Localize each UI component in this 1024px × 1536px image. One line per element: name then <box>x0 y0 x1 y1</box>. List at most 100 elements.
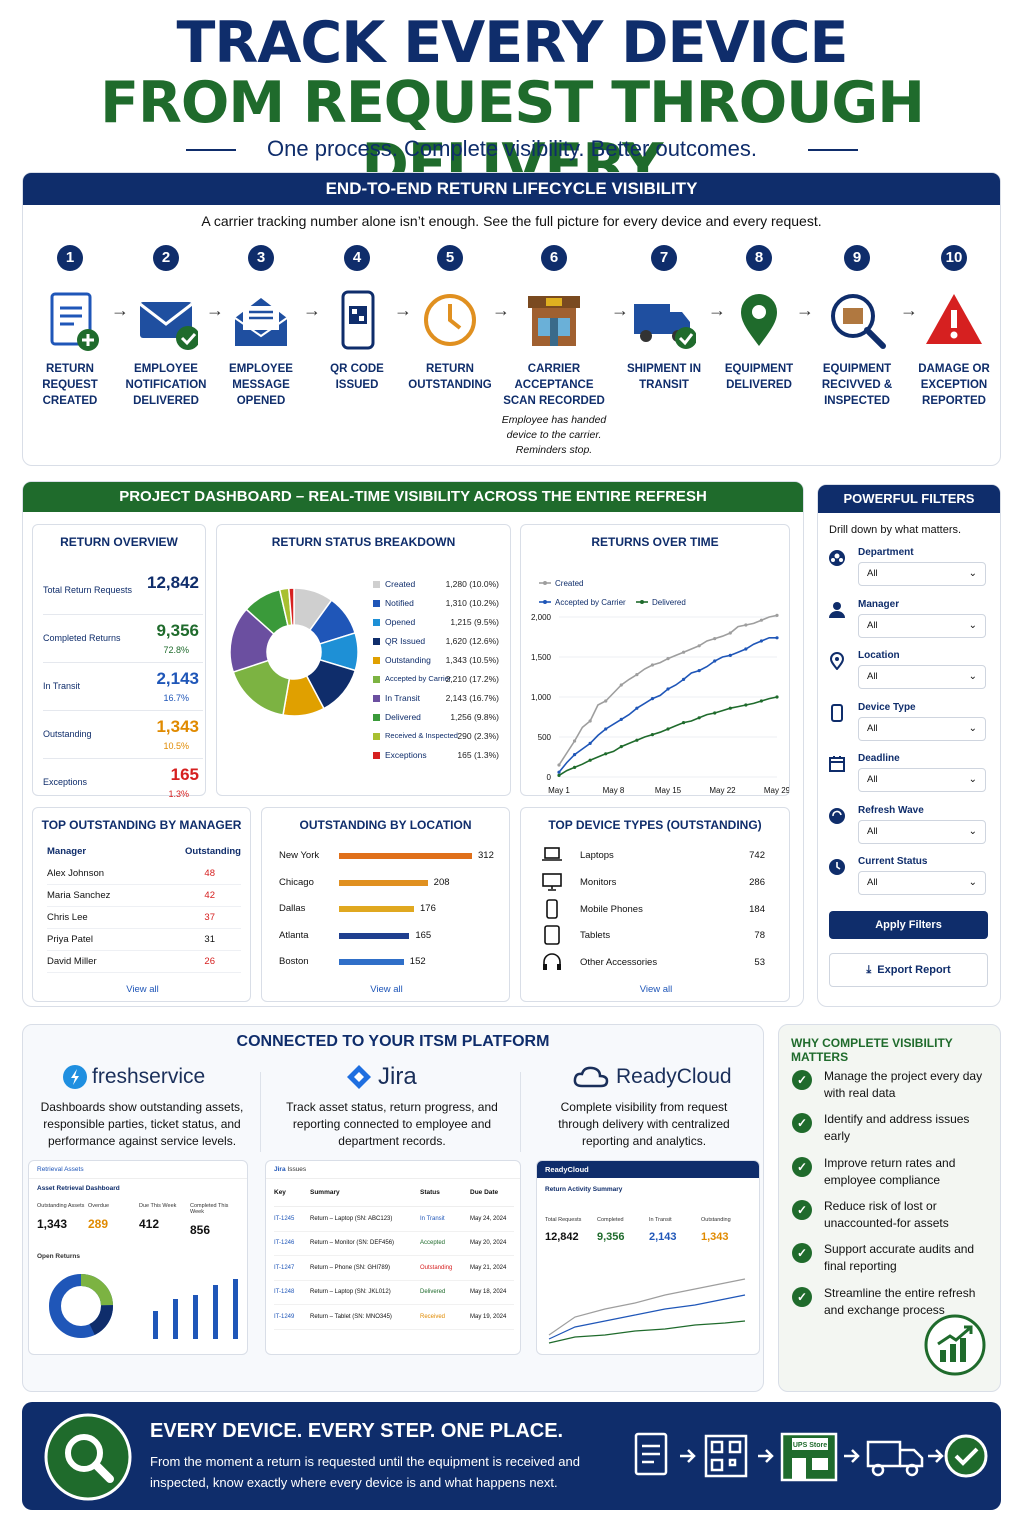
issue-due: May 24, 2024 <box>470 1215 507 1222</box>
kpi-value: 12,842 <box>545 1231 579 1243</box>
data-point <box>775 695 779 699</box>
step-number: 2 <box>153 245 179 271</box>
device-row: Tablets 78 <box>539 924 769 951</box>
data-point <box>759 699 764 703</box>
preview-brand: Jira <box>274 1166 286 1173</box>
x-tick-label: May 15 <box>655 786 682 795</box>
overview-value: 12,842 <box>147 573 199 592</box>
card-title: RETURN STATUS BREAKDOWN <box>271 535 456 549</box>
filters-title: POWERFUL FILTERS <box>818 485 1000 513</box>
why-item: ✓ Support accurate audits and final repor… <box>792 1241 992 1281</box>
jira-name: Jira <box>378 1063 417 1090</box>
issue-summary: Return – Tablet (SN: MNO345) <box>310 1313 392 1320</box>
filter-select[interactable]: All ⌄ <box>858 613 986 638</box>
preview-bars <box>153 1279 238 1339</box>
divider <box>808 149 858 151</box>
filter-select[interactable]: All ⌄ <box>858 562 986 586</box>
overview-percent: 10.5% <box>163 741 189 751</box>
manager-outstanding: 37 <box>204 912 215 923</box>
data-point <box>744 703 748 707</box>
location-value: 176 <box>420 903 436 914</box>
data-point <box>713 711 717 715</box>
y-tick-label: 0 <box>547 773 552 782</box>
apply-filters-button[interactable]: Apply Filters <box>829 911 988 939</box>
overview-label: Total Return Requests <box>43 585 133 595</box>
data-point <box>728 653 732 657</box>
status-icon <box>828 858 846 876</box>
step-label: CARRIER ACCEPTANCE SCAN RECORDED <box>503 363 605 407</box>
kpi-label: In Transit <box>649 1217 672 1223</box>
kpi-label: Completed <box>597 1217 624 1223</box>
column-header: Summary <box>310 1189 340 1196</box>
why-text: Manage the project every day with real d… <box>824 1069 983 1100</box>
data-point <box>604 727 608 731</box>
device-icon <box>828 703 846 722</box>
step-label: EMPLOYEE NOTIFICATION DELIVERED <box>125 363 207 407</box>
filter-group: Refresh Wave All ⌄ <box>828 805 988 844</box>
kpi-value: 2,143 <box>649 1231 677 1243</box>
col-header-manager: Manager <box>47 846 87 857</box>
view-all-link[interactable]: View all <box>370 984 403 995</box>
card-title: RETURNS OVER TIME <box>591 535 719 549</box>
readycloud-desc: Complete visibility from request through… <box>558 1100 730 1148</box>
why-title: WHY COMPLETE VISIBILITY MATTERS <box>791 1036 953 1064</box>
data-point <box>588 758 592 762</box>
device-name: Laptops <box>580 850 614 861</box>
overview-label: In Transit <box>43 681 81 691</box>
overview-row: In Transit 2,143 16.7% <box>43 663 203 711</box>
issue-due: May 21, 2024 <box>470 1264 507 1271</box>
location-value: 165 <box>415 929 432 941</box>
location-icon <box>828 652 846 671</box>
step-number: 6 <box>541 245 567 271</box>
legend-label: Delivered <box>385 712 421 722</box>
y-tick-label: 500 <box>538 733 552 742</box>
table-row: IT-1246 Return – Monitor (SN: DEF456) Acce… <box>274 1232 514 1256</box>
kpi-label: Outstanding Assets <box>37 1203 85 1209</box>
filter-label: Refresh Wave <box>858 804 924 816</box>
location-bar <box>339 853 472 859</box>
x-tick-label: May 29 <box>764 786 789 795</box>
manager-name: Alex Johnson <box>47 868 105 879</box>
why-text: Support accurate audits and final report… <box>824 1242 975 1274</box>
filter-select[interactable]: All ⌄ <box>858 819 986 844</box>
check-circle-icon: ✓ <box>792 1286 812 1307</box>
lifecycle-subtitle: A carrier tracking number alone isn’t en… <box>201 213 822 229</box>
arrow-icon <box>928 1449 944 1463</box>
filter-select[interactable]: All ⌄ <box>858 716 986 741</box>
view-all-link[interactable]: View all <box>126 984 159 995</box>
lifecycle-step: 1 RETURN REQUEST CREATED <box>22 245 118 409</box>
card-title: TOP OUTSTANDING BY MANAGER <box>41 818 242 832</box>
data-point <box>604 752 608 756</box>
export-report-button[interactable]: ⤓ Export Report <box>829 953 988 987</box>
kpi: In Transit 2,143 <box>649 1217 701 1257</box>
kpi-value: 9,356 <box>597 1231 625 1243</box>
growth-chart-icon <box>924 1314 986 1376</box>
filter-value: All <box>867 774 878 785</box>
filter-group: Current Status All ⌄ <box>828 856 988 895</box>
arrow-icon <box>844 1449 860 1463</box>
why-item: ✓ Reduce risk of lost or unaccounted-for … <box>792 1198 992 1238</box>
location-bar <box>339 879 428 886</box>
filter-label: Device Type <box>858 701 916 713</box>
data-point <box>572 739 577 743</box>
filter-label: Location <box>858 650 900 661</box>
status-breakdown-card: RETURN STATUS BREAKDOWN Created 1,280 (10… <box>216 524 511 796</box>
filter-select[interactable]: All ⌄ <box>858 871 986 895</box>
why-item: ✓ Manage the project every day with real … <box>792 1068 992 1108</box>
filter-select[interactable]: All ⌄ <box>858 665 986 689</box>
manager-name: David Miller <box>47 956 97 967</box>
legend-label: QR Issued <box>385 636 426 646</box>
table-header: Key Summary Status Due Date <box>274 1189 514 1207</box>
legend-value: 2,210 (17.2%) <box>445 674 499 684</box>
filter-select[interactable]: All ⌄ <box>858 768 986 792</box>
view-all-link[interactable]: View all <box>639 984 673 995</box>
series-line <box>558 696 778 777</box>
device-value: 742 <box>749 850 765 861</box>
location-row: Atlanta 165 <box>279 926 504 953</box>
location-row: Dallas 176 <box>279 899 504 926</box>
lifecycle-step: 9 EQUIPMENT RECIVVED & INSPECTED <box>809 245 905 409</box>
issue-key: IT-1245 <box>274 1215 295 1222</box>
preview-brand: ReadyCloud <box>537 1161 759 1178</box>
data-point <box>713 659 717 663</box>
location-bar <box>339 959 404 965</box>
